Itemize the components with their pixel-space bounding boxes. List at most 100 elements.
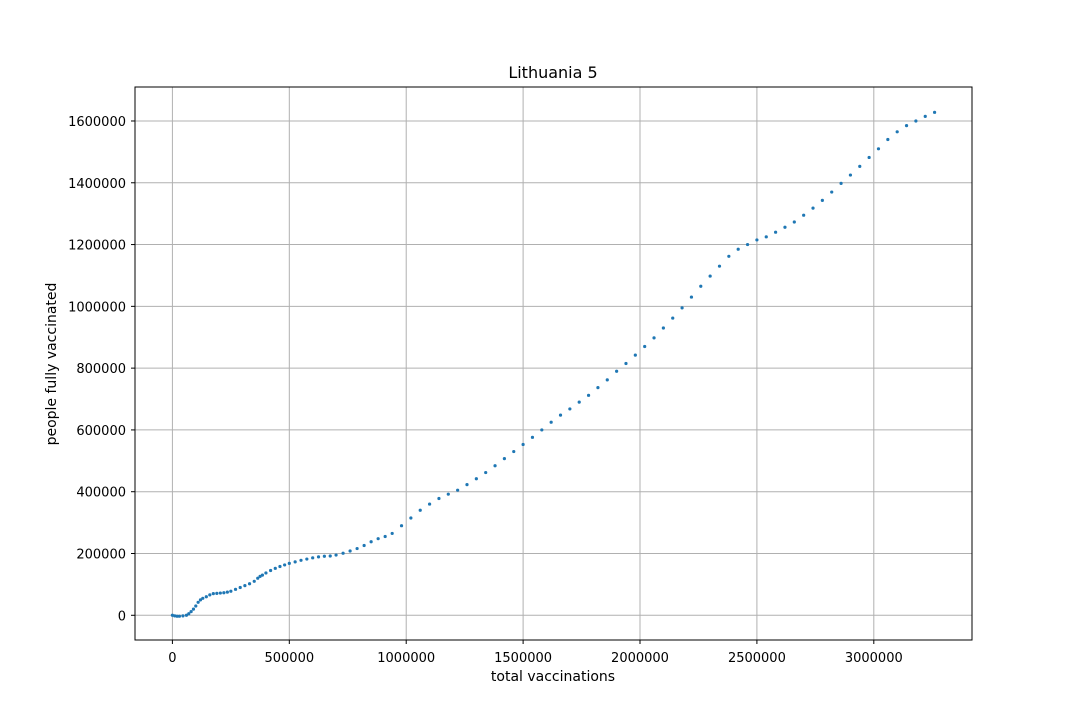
data-point — [717, 264, 722, 268]
data-point — [177, 614, 182, 618]
x-tick-label: 2500000 — [728, 651, 786, 666]
data-point — [932, 110, 937, 114]
data-point — [287, 561, 291, 565]
data-point — [802, 213, 806, 217]
data-point — [175, 614, 179, 618]
data-points — [170, 110, 937, 618]
data-point — [596, 385, 600, 390]
data-point — [820, 198, 824, 202]
data-point — [283, 563, 287, 567]
data-point — [409, 516, 413, 520]
data-point — [643, 344, 647, 349]
data-point — [848, 173, 853, 177]
data-point — [238, 585, 242, 590]
data-point — [661, 326, 665, 330]
data-point — [615, 369, 619, 373]
data-point — [222, 591, 226, 595]
data-point — [886, 137, 890, 142]
data-point — [173, 614, 177, 618]
data-point — [727, 254, 731, 258]
data-point — [196, 600, 200, 604]
data-point — [369, 540, 373, 544]
data-point — [474, 477, 478, 481]
data-point — [830, 190, 834, 194]
data-point — [493, 464, 497, 468]
data-point — [680, 306, 684, 310]
data-point — [201, 596, 205, 600]
x-tick-label: 1000000 — [377, 651, 435, 666]
data-point — [204, 595, 208, 599]
data-point — [568, 407, 572, 411]
data-point — [390, 531, 394, 536]
data-point — [383, 534, 387, 539]
data-point — [256, 576, 260, 580]
data-point — [299, 558, 303, 562]
data-point — [322, 554, 326, 558]
data-point — [783, 225, 787, 229]
data-point — [187, 612, 191, 616]
data-point — [198, 598, 203, 602]
data-point — [923, 114, 927, 118]
data-point — [305, 557, 309, 561]
data-point — [427, 502, 432, 506]
data-point — [225, 590, 229, 594]
data-point — [811, 206, 815, 210]
data-point — [211, 592, 215, 596]
y-tick-label: 0 — [118, 609, 126, 624]
data-point — [689, 295, 694, 299]
data-point — [215, 591, 219, 595]
data-point — [293, 560, 297, 564]
data-point — [792, 220, 796, 224]
data-point — [418, 508, 422, 512]
data-point — [502, 457, 507, 461]
data-point — [774, 230, 778, 234]
plot-frame — [134, 86, 973, 641]
y-tick-label: 400000 — [76, 486, 126, 501]
data-point — [624, 361, 628, 366]
data-point — [273, 566, 277, 570]
data-point — [181, 614, 185, 618]
data-point — [558, 413, 563, 417]
data-point — [252, 579, 256, 583]
data-point — [184, 613, 189, 617]
data-point — [233, 587, 238, 591]
x-axis-label: total vaccinations — [491, 669, 615, 685]
x-tick-label: 500000 — [264, 651, 314, 666]
data-point — [671, 316, 675, 320]
x-tick-label: 1500000 — [494, 651, 552, 666]
data-point — [484, 470, 488, 475]
x-tick-label: 3000000 — [845, 651, 903, 666]
data-point — [456, 488, 460, 492]
data-point — [355, 546, 359, 551]
data-point — [858, 164, 862, 168]
y-tick-label: 1200000 — [68, 239, 126, 254]
data-point — [446, 492, 450, 496]
data-point — [633, 353, 637, 357]
data-point — [229, 589, 233, 593]
data-point — [839, 181, 843, 185]
data-point — [512, 449, 516, 454]
x-tick-label: 2000000 — [611, 651, 669, 666]
data-point — [540, 428, 544, 432]
data-point — [189, 609, 193, 614]
y-tick-label: 200000 — [76, 547, 126, 562]
data-point — [437, 496, 441, 501]
data-point — [699, 284, 703, 288]
data-point — [895, 130, 899, 134]
y-tick-label: 800000 — [76, 362, 126, 377]
data-point — [904, 124, 909, 128]
data-point — [465, 483, 469, 487]
data-point — [530, 435, 535, 439]
data-point — [586, 393, 591, 397]
data-point — [194, 604, 198, 608]
chart-title: Lithuania 5 — [508, 63, 597, 82]
data-point — [278, 564, 282, 569]
data-point — [247, 582, 252, 586]
data-point — [764, 235, 768, 239]
data-point — [376, 537, 380, 541]
data-point — [348, 549, 352, 553]
data-point — [311, 556, 315, 560]
data-point — [914, 119, 918, 123]
data-point — [218, 591, 222, 595]
